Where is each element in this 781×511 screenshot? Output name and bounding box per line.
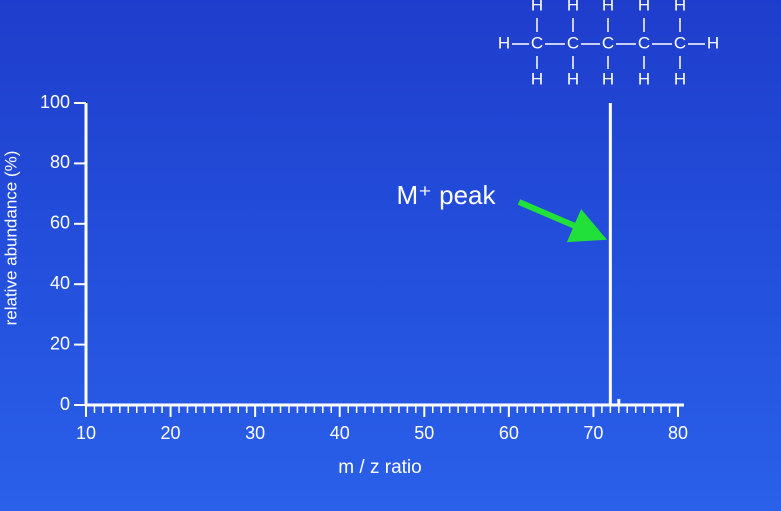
atom: H [707, 33, 719, 52]
y-tick-label: 20 [50, 333, 70, 353]
annotation: M⁺ peak [397, 180, 497, 210]
y-tick-label: 40 [50, 273, 70, 293]
y-tick-label: 0 [60, 394, 70, 414]
x-tick-label: 20 [161, 423, 181, 443]
y-axis-label: relative abundance (%) [1, 151, 20, 326]
y-tick-label: 60 [50, 213, 70, 233]
atom: H [602, 69, 614, 88]
atom: H [674, 0, 686, 14]
atom: H [531, 69, 543, 88]
atom: C [567, 33, 579, 52]
atom: C [531, 33, 543, 52]
x-tick-label: 10 [76, 423, 96, 443]
x-tick-label: 30 [245, 423, 265, 443]
atom: C [638, 33, 650, 52]
atom: H [638, 0, 650, 14]
x-tick-label: 50 [414, 423, 434, 443]
atom: H [498, 33, 510, 52]
x-axis-label: m / z ratio [338, 457, 421, 478]
y-tick-label: 80 [50, 152, 70, 172]
atom: H [531, 0, 543, 14]
y-tick-label: 100 [40, 92, 70, 112]
atom: H [567, 0, 579, 14]
atom: C [602, 33, 614, 52]
x-tick-label: 80 [668, 423, 688, 443]
atom: H [674, 69, 686, 88]
x-tick-label: 40 [330, 423, 350, 443]
x-tick-label: 70 [583, 423, 603, 443]
x-tick-label: 60 [499, 423, 519, 443]
atom: C [674, 33, 686, 52]
arrow [517, 199, 608, 243]
atom: H [567, 69, 579, 88]
atom: H [638, 69, 650, 88]
atom: H [602, 0, 614, 14]
